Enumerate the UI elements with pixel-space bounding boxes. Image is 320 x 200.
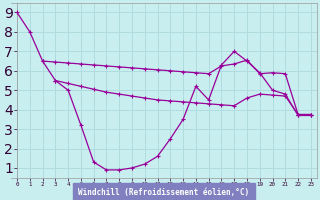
X-axis label: Windchill (Refroidissement éolien,°C): Windchill (Refroidissement éolien,°C)	[78, 188, 250, 197]
